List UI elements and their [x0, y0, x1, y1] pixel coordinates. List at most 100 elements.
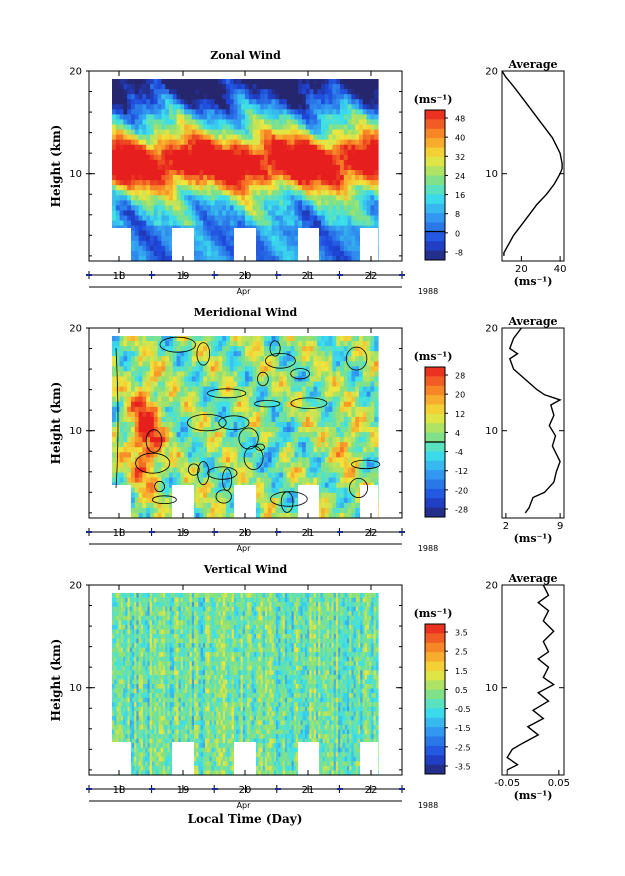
colorbar-label: -0.5 [455, 705, 471, 714]
data-gap [360, 485, 378, 518]
heatmap-field [112, 593, 379, 776]
colorbar-swatch [425, 642, 445, 653]
data-gap [234, 742, 256, 775]
profile-frame [501, 584, 565, 776]
colorbar-swatch [425, 376, 445, 387]
heatmap-field [112, 79, 379, 262]
profile-unit: (ms⁻¹) [514, 789, 553, 802]
colorbar-label: -4 [455, 448, 463, 457]
data-gap [298, 228, 319, 261]
colorbar-swatch [425, 395, 445, 406]
colorbar-swatch [425, 175, 445, 186]
day-label: 18 [113, 785, 126, 796]
profile-x-tick-label: 2 [503, 521, 509, 532]
colorbar-swatch [425, 156, 445, 167]
colorbar-label: -2.5 [455, 743, 471, 752]
colorbar-label: 48 [455, 115, 465, 124]
y-axis-label: Height (km) [49, 125, 63, 208]
colorbar-swatch [425, 699, 445, 709]
colorbar-swatch [425, 736, 445, 747]
day-label: 21 [302, 271, 315, 282]
colorbar-label: -28 [455, 506, 468, 515]
data-gap [234, 485, 256, 518]
colorbar-swatch [425, 119, 445, 130]
data-gap [234, 228, 256, 261]
x-axis-label: Local Time (Day) [188, 812, 303, 826]
profile-y-tick-label: 10 [485, 683, 498, 694]
panel-title: Meridional Wind [194, 306, 298, 319]
colorbar-swatch [425, 689, 445, 700]
zero-contour [115, 336, 381, 513]
profile-title: Average [507, 315, 557, 328]
day-label: 19 [177, 271, 190, 282]
colorbar-swatch [425, 128, 445, 139]
colorbar-swatch [425, 432, 445, 443]
day-label: 19 [177, 785, 190, 796]
colorbar-label: 24 [455, 172, 465, 181]
profile-panel: Average 20 10 -0.05 0.05(ms⁻¹) [485, 572, 570, 802]
colorbar-swatch [425, 708, 445, 719]
profile-panel: Average 20 10 2 9 (ms⁻¹) [485, 315, 565, 545]
profile-line [506, 584, 556, 771]
day-label: 21 [302, 528, 315, 539]
colorbar-swatch [425, 166, 445, 177]
data-gap [298, 485, 319, 518]
month-label: Apr [237, 801, 252, 810]
colorbar-unit: (ms⁻¹) [414, 350, 453, 363]
colorbar-swatch [425, 451, 445, 462]
profile-unit: (ms⁻¹) [514, 275, 553, 288]
colorbar-label: 4 [455, 429, 460, 438]
profile-title: Average [507, 58, 557, 71]
profile-x-tick-label: 9 [557, 521, 563, 532]
data-gap [112, 228, 131, 261]
colorbar-swatch [425, 385, 445, 396]
profile-line [508, 327, 562, 514]
profile-y-tick-label: 10 [485, 426, 498, 437]
data-gap [112, 485, 131, 518]
colorbar-swatch [425, 423, 445, 434]
y-axis-label: Height (km) [49, 639, 63, 722]
profile-title: Average [507, 572, 557, 585]
colorbar-swatch [425, 241, 445, 252]
colorbar-label: 32 [455, 153, 465, 162]
colorbar-swatch [425, 250, 445, 261]
colorbar-swatch [425, 213, 445, 224]
colorbar-swatch [425, 470, 445, 481]
day-label: 19 [177, 528, 190, 539]
y-tick-label: 10 [69, 426, 82, 437]
profile-frame [501, 70, 565, 262]
year-label: 1988 [418, 287, 438, 296]
data-gap [172, 742, 194, 775]
data-gap [298, 742, 319, 775]
day-label: 21 [302, 785, 315, 796]
data-gap [172, 485, 194, 518]
colorbar-swatch [425, 764, 445, 775]
colorbar-swatch [425, 203, 445, 214]
colorbar-label: -12 [455, 467, 468, 476]
colorbar-swatch [425, 488, 445, 499]
colorbar-swatch [425, 680, 445, 691]
colorbar-label: 2.5 [455, 648, 468, 657]
colorbar-swatch [425, 633, 445, 644]
colorbar-label: 20 [455, 391, 465, 400]
colorbar-swatch [425, 442, 445, 452]
profile-frame [501, 327, 565, 519]
panel-3: Vertical Wind 20 10 Height (km) 18 19 20 21 22 Ap… [49, 563, 570, 810]
panel-1: Zonal Wind 20 10 Height (km) 18 19 20 21 22 Apr 19… [49, 49, 566, 296]
colorbar-label: 8 [455, 210, 460, 219]
colorbar-swatch [425, 460, 445, 471]
profile-y-tick-label: 20 [485, 324, 498, 335]
colorbar-swatch [425, 194, 445, 205]
colorbar-swatch [425, 367, 445, 377]
colorbar-unit: (ms⁻¹) [414, 93, 453, 106]
y-tick-label: 20 [69, 581, 82, 592]
colorbar-frame [424, 623, 446, 775]
colorbar: 3.5 2.5 1.5 0.5 -0.5 -1.5 -2.5 -3.5 [424, 623, 471, 775]
day-label: 22 [365, 271, 378, 282]
colorbar-label: -20 [455, 486, 468, 495]
colorbar-label: 12 [455, 410, 465, 419]
colorbar-swatch [425, 717, 445, 728]
y-axis-label: Height (km) [49, 382, 63, 465]
